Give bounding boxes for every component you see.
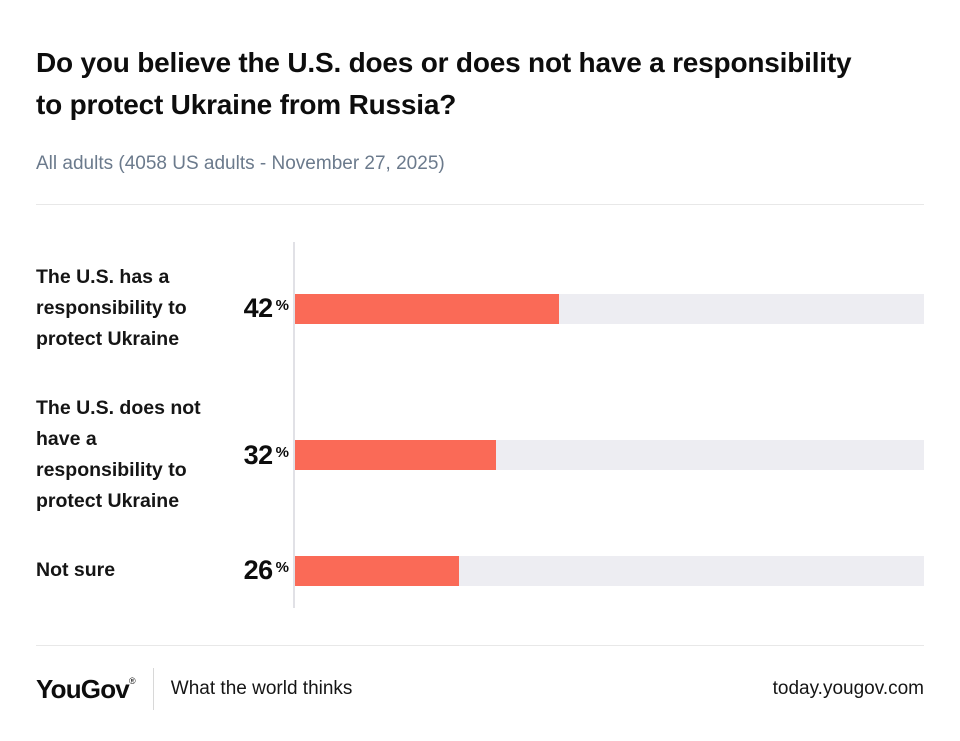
percent-sign: % <box>275 443 289 461</box>
percent-sign: % <box>275 297 289 314</box>
axis-line <box>293 242 295 608</box>
chart-row: The U.S. has a responsibility to protect… <box>36 262 924 355</box>
chart-row: Not sure 26% <box>36 555 924 586</box>
value-number: 26 <box>243 555 274 585</box>
bar-track <box>295 555 924 586</box>
value-number: 32 <box>243 439 274 470</box>
chart-row: The U.S. does not have a responsibility … <box>36 393 924 517</box>
title-line-2: to protect Ukraine from Russia? <box>36 89 457 120</box>
value-label: 26% <box>236 555 293 586</box>
poll-card: Do you believe the U.S. does or does not… <box>36 42 924 710</box>
footer-tagline: What the world thinks <box>170 678 353 699</box>
category-label: Not sure <box>36 559 116 581</box>
bar-track <box>295 440 924 470</box>
header: Do you believe the U.S. does or does not… <box>36 42 924 177</box>
yougov-logo: YouGov® <box>36 673 136 705</box>
bar-chart: The U.S. has a responsibility to protect… <box>36 242 924 608</box>
registered-mark: ® <box>128 675 136 686</box>
category-label: The U.S. has a responsibility to protect… <box>36 266 187 350</box>
bar-fill <box>295 440 497 470</box>
yougov-wordmark: YouGov <box>36 673 130 704</box>
percent-sign: % <box>275 559 289 576</box>
title-line-1: Do you believe the U.S. does or does not… <box>36 47 852 78</box>
bar-track <box>295 293 924 324</box>
bar-fill <box>295 555 459 586</box>
page-title: Do you believe the U.S. does or does not… <box>36 42 924 126</box>
value-number: 42 <box>243 293 274 323</box>
bar-fill <box>295 293 560 324</box>
sample-subtitle: All adults (4058 US adults - November 27… <box>36 153 445 174</box>
value-label: 32% <box>236 440 293 471</box>
top-divider <box>36 204 924 205</box>
category-label: The U.S. does not have a responsibility … <box>36 397 201 512</box>
footer-separator <box>152 668 154 710</box>
value-label: 42% <box>236 293 293 324</box>
bottom-divider <box>36 645 924 646</box>
footer: YouGov® What the world thinks today.youg… <box>36 646 924 710</box>
footer-url: today.yougov.com <box>772 678 924 699</box>
